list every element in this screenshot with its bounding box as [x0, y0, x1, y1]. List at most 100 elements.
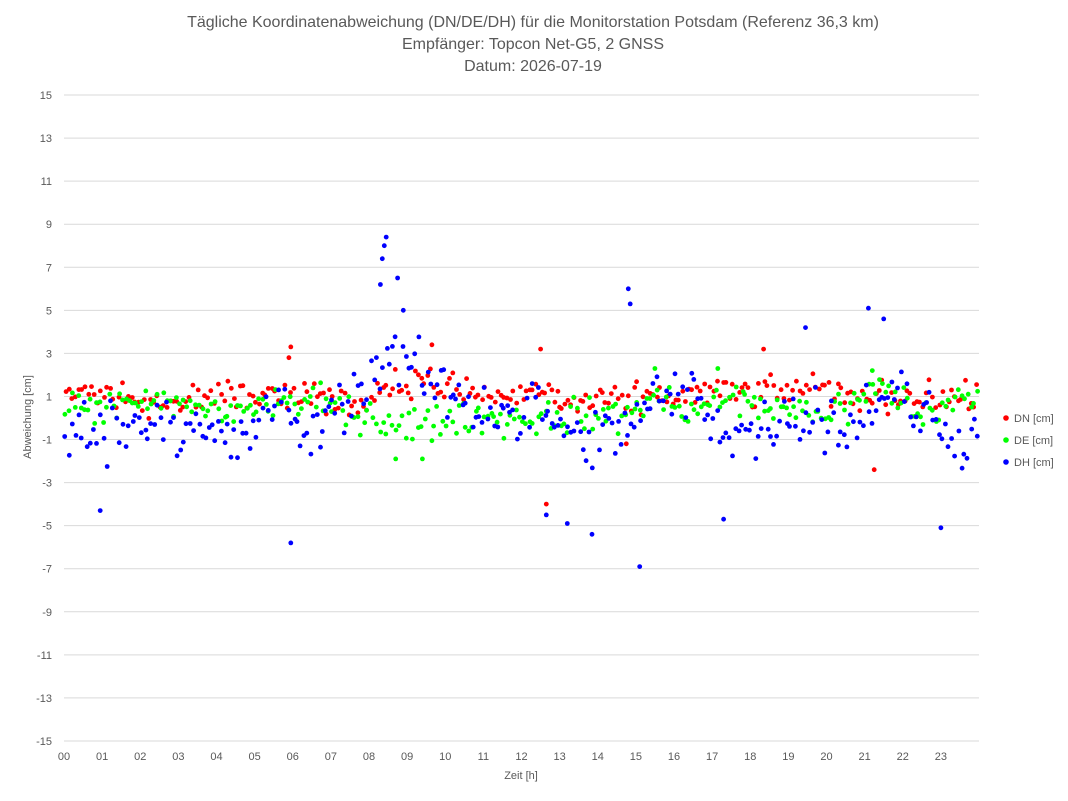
data-point: [243, 430, 249, 436]
data-point: [634, 402, 640, 407]
data-point: [632, 406, 638, 412]
data-point: [337, 396, 343, 401]
data-point: [434, 382, 440, 388]
data-point: [685, 387, 690, 392]
data-point: [715, 366, 721, 371]
data-point: [826, 380, 832, 385]
data-point: [125, 423, 131, 429]
data-point: [346, 394, 352, 400]
data-point: [342, 390, 348, 396]
data-point: [247, 392, 252, 397]
data-point: [107, 391, 113, 397]
data-point: [332, 400, 338, 405]
data-point: [578, 429, 584, 435]
data-point: [640, 413, 646, 419]
data-point: [876, 388, 882, 393]
data-point: [803, 325, 808, 330]
data-point: [582, 426, 587, 432]
x-tick-label: 15: [630, 751, 642, 763]
data-point: [685, 419, 691, 424]
data-point: [174, 453, 180, 459]
x-tick-label: 22: [897, 751, 909, 763]
data-point: [926, 377, 932, 383]
data-point: [561, 421, 567, 427]
data-point: [369, 358, 374, 364]
data-point: [705, 412, 710, 418]
data-point: [187, 398, 193, 404]
data-point: [664, 388, 669, 394]
data-point: [494, 419, 500, 425]
data-point: [146, 416, 152, 421]
data-point: [742, 392, 747, 397]
data-point: [511, 416, 517, 422]
data-point: [580, 447, 586, 453]
data-point: [771, 416, 776, 421]
data-point: [138, 430, 144, 436]
data-point: [810, 420, 816, 425]
data-point: [445, 415, 450, 420]
data-point: [278, 399, 284, 405]
data-point: [854, 435, 860, 441]
data-point: [405, 390, 411, 396]
data-point: [708, 436, 714, 442]
data-point: [340, 408, 346, 413]
data-point: [521, 415, 527, 420]
data-point: [538, 346, 543, 352]
data-point: [295, 411, 301, 417]
data-point: [844, 444, 850, 450]
data-point: [403, 435, 409, 441]
data-point: [904, 395, 910, 401]
data-point: [76, 412, 82, 418]
data-point: [133, 400, 138, 406]
data-point: [180, 439, 186, 445]
data-point: [952, 394, 958, 400]
data-point: [505, 403, 511, 408]
data-point: [479, 430, 485, 436]
data-point: [857, 419, 863, 425]
y-tick-label: 3: [46, 348, 52, 360]
data-point: [288, 344, 294, 350]
data-point: [216, 381, 221, 387]
data-point: [374, 421, 379, 427]
data-point: [866, 305, 871, 311]
data-point: [508, 397, 513, 402]
data-point: [178, 447, 184, 453]
data-point: [733, 397, 739, 402]
data-point: [937, 432, 942, 438]
data-point: [929, 407, 935, 413]
data-point: [389, 422, 395, 428]
data-point: [918, 428, 923, 434]
data-point: [640, 394, 646, 400]
data-point: [488, 405, 493, 410]
series-dh: [62, 234, 980, 569]
data-point: [758, 426, 764, 431]
data-point: [475, 405, 481, 411]
data-point: [418, 424, 424, 429]
data-point: [386, 413, 392, 418]
data-point: [606, 405, 611, 411]
data-point: [101, 420, 106, 425]
data-point: [756, 381, 761, 386]
data-point: [552, 399, 558, 405]
data-point: [892, 389, 898, 395]
data-point: [161, 390, 167, 396]
data-point: [778, 387, 784, 393]
data-point: [702, 381, 708, 387]
data-point: [952, 453, 957, 459]
data-point: [637, 407, 643, 413]
data-point: [828, 417, 834, 423]
data-point: [425, 408, 431, 413]
data-point: [554, 410, 560, 415]
data-point: [529, 381, 535, 386]
data-point: [692, 400, 698, 405]
data-point: [717, 439, 723, 445]
data-point: [913, 414, 919, 420]
data-point: [399, 413, 405, 419]
data-point: [698, 395, 704, 401]
data-point: [495, 424, 501, 430]
data-point: [729, 381, 735, 387]
data-point: [314, 412, 320, 417]
data-point: [825, 429, 831, 435]
data-point: [370, 415, 376, 421]
data-point: [730, 392, 736, 398]
